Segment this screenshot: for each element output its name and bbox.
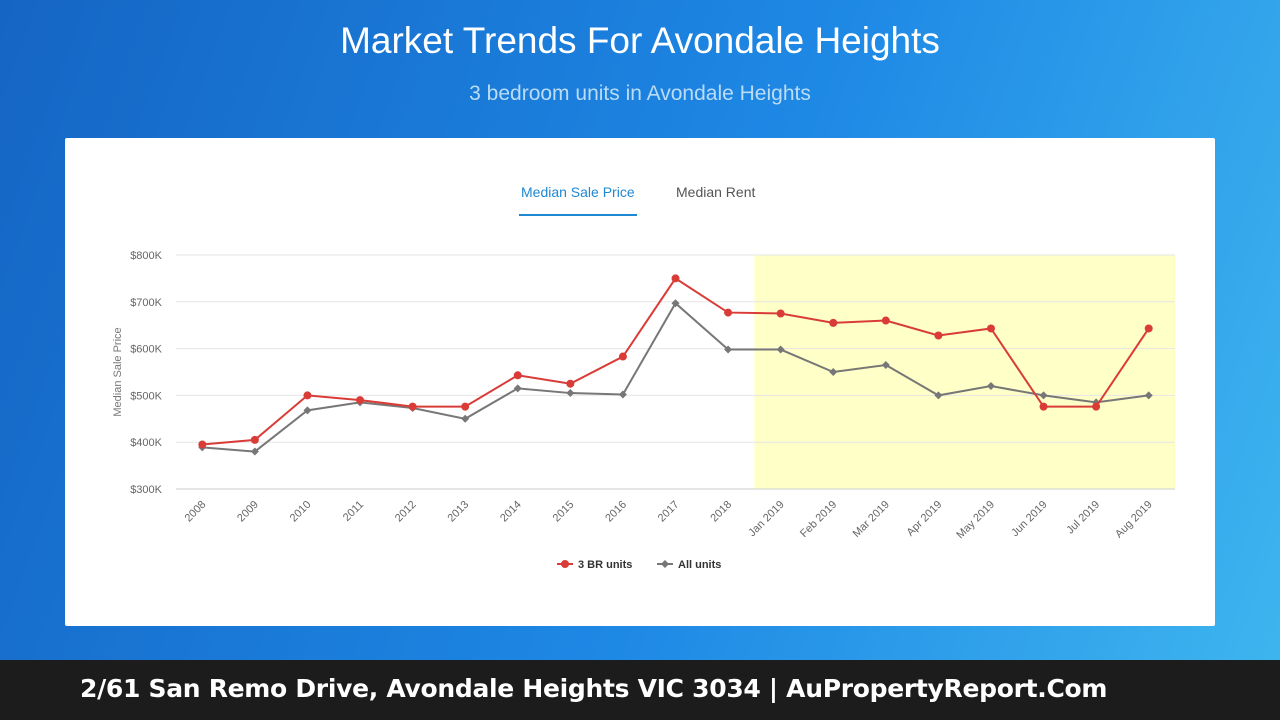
- x-tick-label: 2013: [446, 499, 472, 525]
- chart-tabs: Median Sale Price Median Rent: [65, 138, 1215, 218]
- x-tick-label: 2011: [341, 499, 366, 524]
- data-point: [513, 384, 522, 393]
- data-point: [198, 440, 207, 449]
- chart-card: Median Sale Price Median Rent $300K $400K…: [65, 138, 1215, 626]
- data-point: [881, 360, 890, 369]
- line-chart: $300K $400K $500K $600K $700K $800K Median Sal…: [112, 250, 1175, 571]
- legend-marker: [561, 560, 569, 568]
- x-tick-label: Apr 2019: [904, 499, 944, 539]
- x-tick-label: 2010: [288, 499, 314, 525]
- y-tick-label: $500K: [130, 390, 162, 402]
- x-tick-label: Jul 2019: [1064, 499, 1102, 537]
- footer-bar: 2/61 San Remo Drive, Avondale Heights VI…: [0, 660, 1280, 720]
- y-tick-label: $600K: [130, 344, 162, 356]
- data-point: [303, 391, 312, 400]
- y-tick-label: $300K: [130, 484, 162, 496]
- x-tick-label: Jun 2019: [1009, 499, 1049, 539]
- data-point: [724, 345, 733, 354]
- legend-label: All units: [678, 559, 721, 571]
- x-tick-label: 2015: [551, 499, 577, 525]
- x-tick-label: 2008: [183, 499, 209, 525]
- tab-median-rent[interactable]: Median Rent: [676, 184, 756, 200]
- data-point: [566, 379, 575, 388]
- data-point: [1039, 402, 1048, 411]
- legend-label: 3 BR units: [578, 559, 632, 571]
- data-point: [986, 324, 995, 333]
- data-point: [1092, 402, 1101, 411]
- data-point: [513, 371, 522, 380]
- y-tick-label: $700K: [130, 297, 162, 309]
- x-tick-label: 2014: [498, 499, 524, 525]
- x-tick-label: May 2019: [954, 499, 997, 542]
- page-title: Market Trends For Avondale Heights: [340, 20, 940, 61]
- x-tick-label: 2009: [235, 499, 261, 525]
- data-point: [250, 435, 259, 444]
- y-axis-title: Median Sale Price: [112, 327, 124, 416]
- data-point: [1144, 391, 1153, 400]
- data-point: [356, 396, 365, 405]
- data-point: [829, 368, 838, 376]
- data-point: [618, 352, 627, 361]
- x-tick-label: 2016: [603, 499, 629, 525]
- x-tick-label: Jan 2019: [746, 499, 786, 539]
- data-point: [724, 308, 733, 317]
- y-tick-label: $400K: [130, 437, 162, 449]
- data-point: [671, 299, 680, 308]
- legend-marker: [661, 560, 669, 568]
- x-tick-label: 2018: [708, 499, 734, 525]
- data-point: [461, 414, 470, 423]
- data-point: [829, 318, 838, 327]
- data-point: [566, 389, 575, 398]
- data-point: [1039, 391, 1048, 400]
- tab-median-sale-price[interactable]: Median Sale Price: [519, 182, 637, 216]
- data-point: [776, 309, 785, 318]
- data-point: [250, 447, 259, 456]
- page-subtitle: 3 bedroom units in Avondale Heights: [469, 82, 811, 105]
- x-tick-label: Feb 2019: [798, 499, 839, 540]
- data-point: [776, 345, 785, 354]
- data-point: [671, 274, 680, 283]
- data-point: [461, 402, 470, 411]
- data-point: [1144, 324, 1153, 333]
- footer-address: 2/61 San Remo Drive, Avondale Heights VI…: [80, 674, 1108, 703]
- data-point: [303, 406, 312, 415]
- x-tick-label: 2017: [656, 499, 682, 525]
- x-tick-label: Aug 2019: [1113, 499, 1155, 541]
- data-point: [986, 382, 995, 391]
- x-tick-label: Mar 2019: [851, 499, 892, 540]
- y-tick-label: $800K: [130, 250, 162, 262]
- data-point: [934, 331, 943, 340]
- data-point: [934, 391, 943, 400]
- x-tick-label: 2012: [393, 499, 419, 525]
- data-point: [408, 402, 417, 411]
- data-point: [881, 316, 890, 325]
- highlight-band: [754, 255, 1175, 489]
- data-point: [618, 390, 627, 399]
